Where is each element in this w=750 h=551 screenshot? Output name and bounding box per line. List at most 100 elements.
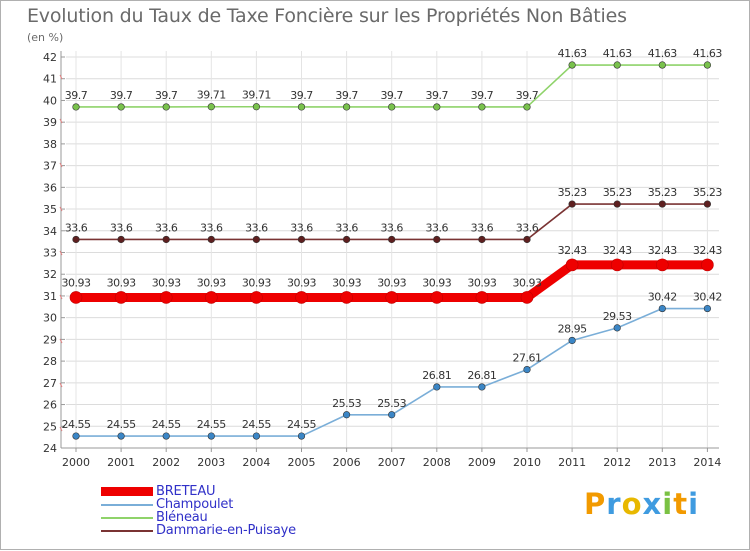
y-tick-label: 26	[43, 399, 57, 412]
data-point	[433, 103, 441, 111]
data-point	[69, 291, 83, 304]
data-label: 30.93	[107, 276, 136, 289]
x-tick-label: 2012	[603, 456, 631, 469]
data-label: 39.7	[471, 89, 494, 102]
axis-accent-tick	[59, 118, 63, 124]
y-tick-label: 34	[43, 225, 57, 238]
data-point	[475, 291, 489, 304]
y-tick-label: 41	[43, 73, 57, 86]
data-label: 27.61	[513, 352, 542, 365]
data-point	[478, 383, 486, 391]
legend-item-champoulet: Champoulet	[101, 497, 401, 512]
data-point	[162, 432, 170, 440]
data-label: 24.55	[197, 418, 226, 431]
data-label: 24.55	[62, 418, 91, 431]
legend-swatch-breteau	[101, 487, 153, 496]
data-point	[613, 200, 621, 208]
data-label: 28.95	[558, 322, 587, 335]
y-tick-label: 27	[43, 377, 57, 390]
data-label: 39.7	[516, 89, 539, 102]
data-point	[117, 103, 125, 111]
data-label: 41.63	[693, 47, 722, 60]
legend-swatch-dammarie	[101, 530, 153, 532]
data-point	[159, 291, 173, 304]
data-point	[295, 291, 308, 304]
data-label: 33.6	[110, 221, 133, 234]
legend-item-bleneau: Bléneau	[101, 510, 401, 525]
y-tick-label: 28	[43, 355, 57, 368]
data-label: 30.93	[62, 276, 91, 289]
data-label: 24.55	[242, 418, 271, 431]
data-point	[703, 61, 712, 69]
data-point	[117, 432, 125, 440]
data-label: 39.71	[242, 89, 271, 102]
y-tick-label: 38	[43, 138, 57, 151]
x-tick-label: 2008	[423, 456, 451, 469]
legend-item-breteau: BRETEAU	[101, 484, 401, 499]
data-point	[568, 61, 576, 69]
y-tick-label: 24	[43, 442, 57, 455]
legend: BRETEAU Champoulet Bléneau Dammarie-en-P…	[101, 484, 401, 538]
y-tick-label: 32	[43, 268, 57, 281]
axis-accent-tick	[59, 206, 63, 212]
data-label: 39.7	[290, 89, 313, 102]
data-point	[72, 235, 80, 244]
data-label: 33.6	[516, 221, 539, 234]
proxiti-logo: Proxiti	[584, 487, 699, 521]
data-point	[252, 432, 260, 440]
x-tick-label: 2011	[558, 456, 586, 469]
data-label: 26.81	[467, 369, 496, 382]
data-point	[343, 411, 351, 419]
data-label: 30.93	[513, 276, 542, 289]
data-point	[162, 103, 170, 111]
data-point	[340, 291, 353, 304]
data-label: 30.93	[152, 276, 181, 289]
y-tick-label: 31	[43, 290, 57, 303]
data-point	[520, 291, 534, 304]
data-label: 33.6	[471, 221, 494, 234]
y-tick-label: 40	[43, 94, 57, 107]
data-point	[703, 200, 712, 208]
data-label: 30.93	[332, 276, 361, 289]
x-tick-label: 2002	[152, 456, 180, 469]
data-point	[658, 304, 666, 313]
y-tick-label: 35	[43, 203, 57, 216]
logo-letter: i	[688, 487, 700, 521]
logo-letter: t	[673, 487, 689, 521]
data-label: 32.43	[648, 244, 677, 257]
data-label: 24.55	[107, 418, 136, 431]
data-label: 39.7	[155, 89, 178, 102]
y-tick-label: 29	[43, 333, 57, 346]
axis-accent-tick	[59, 294, 63, 300]
legend-label-champoulet: Champoulet	[156, 497, 234, 512]
data-point	[207, 432, 215, 440]
data-label: 33.6	[290, 221, 313, 234]
axis-accent-tick	[59, 74, 63, 80]
data-label: 33.6	[426, 221, 449, 234]
data-point	[72, 432, 80, 440]
data-point	[478, 103, 486, 111]
x-tick-label: 2006	[333, 456, 361, 469]
data-label: 35.23	[693, 186, 722, 199]
x-tick-label: 2001	[107, 456, 135, 469]
y-tick-label: 42	[43, 51, 57, 64]
data-point	[385, 291, 399, 304]
data-point	[162, 235, 170, 244]
data-label: 41.63	[558, 47, 587, 60]
data-point	[343, 235, 351, 244]
data-point	[613, 324, 621, 332]
data-point	[703, 304, 712, 313]
x-tick-label: 2013	[648, 456, 676, 469]
data-label: 25.53	[332, 397, 361, 410]
data-point	[205, 291, 218, 304]
data-label: 39.7	[380, 89, 403, 102]
x-tick-label: 2005	[288, 456, 316, 469]
data-label: 24.55	[152, 418, 181, 431]
legend-label-breteau: BRETEAU	[156, 484, 216, 499]
data-label: 33.6	[200, 221, 223, 234]
x-tick-label: 2003	[197, 456, 225, 469]
data-point	[655, 258, 669, 272]
data-point	[523, 235, 531, 244]
axis-accent-tick	[59, 338, 63, 344]
